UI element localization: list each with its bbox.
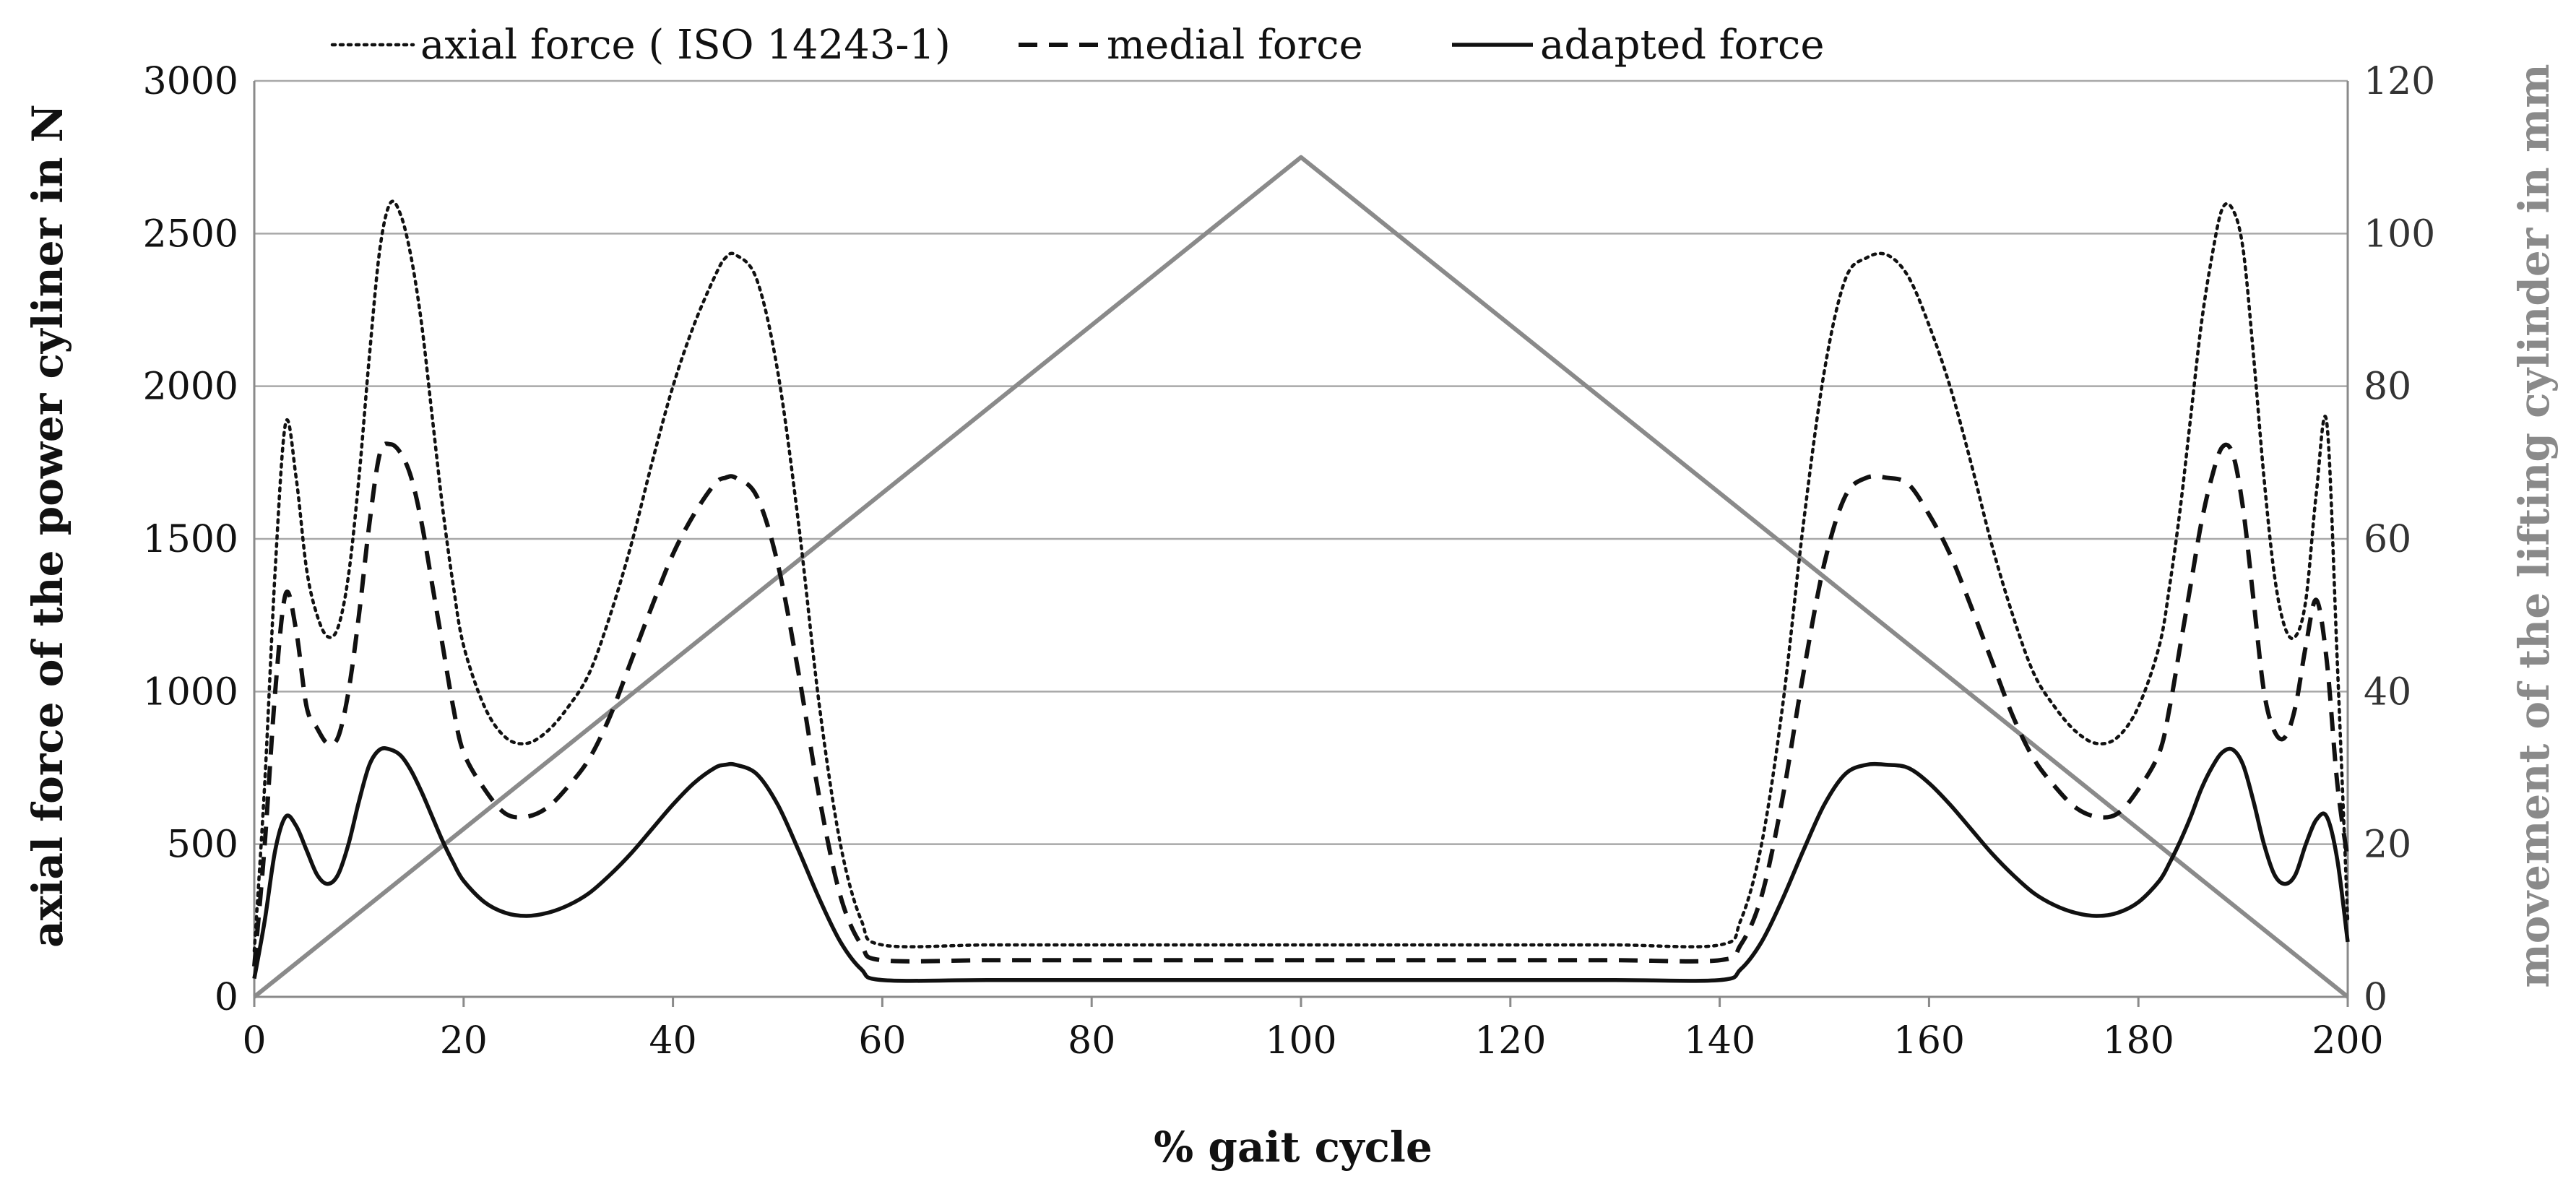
legend-label: medial force [1107,22,1363,69]
x-tick-label: 20 [440,1019,488,1063]
x-tick-label: 80 [1068,1019,1115,1063]
legend-item: adapted force [1452,22,1824,69]
x-tick-label: 140 [1684,1019,1755,1063]
y2-tick-label: 0 [2364,976,2387,1019]
x-tick-label: 160 [1893,1019,1965,1063]
x-tick-label: 180 [2103,1019,2174,1063]
series-line-medial-force [252,441,2350,967]
y2-tick-label: 20 [2364,823,2411,867]
x-tick-label: 200 [2312,1019,2383,1063]
series-line-adapted-force [252,745,2350,983]
y-tick-label: 2000 [143,366,238,409]
series-line-axial-force-iso-14243-1 [252,199,2350,953]
tick-labels: 0 500 1000 1500 2000 2500 3000 0 20 40 60 80 100 120 0… [143,60,2436,1063]
y-axis-title: axial force of the power cyliner in N [23,104,72,948]
legend-item: axial force ( ISO 14243-1) [330,22,951,69]
y2-tick-label: 120 [2364,60,2435,103]
series-lines [252,155,2350,999]
axes [253,81,2349,1007]
x-tick-label: 0 [242,1019,266,1063]
y-tick-label: 500 [167,823,238,867]
y-tick-label: 3000 [143,60,238,103]
x-tick-label: 100 [1265,1019,1336,1063]
gridlines [254,79,2348,845]
y2-tick-label: 40 [2364,670,2411,714]
legend-item: medial force [1019,22,1363,69]
y-tick-label: 1000 [143,670,238,714]
y2-tick-label: 100 [2364,212,2435,256]
legend-label: adapted force [1540,22,1824,69]
y-tick-label: 2500 [143,212,238,256]
y2-tick-label: 60 [2364,518,2411,561]
x-tick-label: 40 [649,1019,697,1063]
x-tick-label: 60 [858,1019,906,1063]
y-tick-label: 1500 [143,518,238,561]
x-tick-label: 120 [1474,1019,1546,1063]
y2-tick-label: 80 [2364,366,2411,409]
y-tick-label: 0 [215,976,238,1019]
legend: axial force ( ISO 14243-1) medial force ad… [330,22,1824,69]
y2-axis-title: movement of the lifting cylinder in mm [2510,64,2559,987]
series-line-lifting-cylinder-movement [253,155,2349,999]
x-axis-title: % gait cycle [1154,1123,1432,1172]
legend-label: axial force ( ISO 14243-1) [420,22,951,69]
